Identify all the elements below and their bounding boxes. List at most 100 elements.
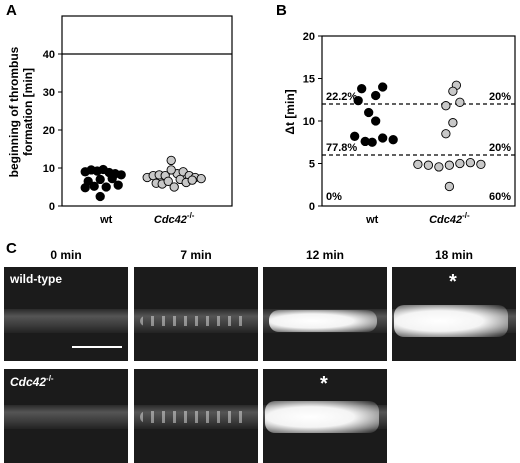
wt-data-point [101,182,111,192]
row-label: wild-type [10,272,62,286]
wt-percent-label: 0% [326,191,342,203]
cdc42-data-point [448,118,458,128]
vessel-band [4,309,128,333]
cdc42-data-point [444,160,455,170]
y-tick-label: 10 [43,163,55,175]
panel-letter-b: B [276,2,287,19]
asterisk-marker: * [449,271,457,293]
x-category-name: Cdc42 [154,214,187,226]
cdc42-data-point [196,173,206,184]
panel-letter-c: C [6,240,17,257]
y-tick-label: 20 [43,125,55,137]
y-tick-label: 5 [309,159,315,171]
time-label: 18 min [434,248,473,262]
cdc42-percent-label: 60% [489,191,511,203]
microscopy-tile [134,267,258,361]
time-label: 7 min [180,248,212,262]
wt-data-point [107,173,117,184]
wt-data-point [388,135,398,145]
thrombus-signal [140,316,248,326]
vessel-band [134,309,258,333]
cdc42-data-point [413,159,423,170]
cdc42-data-point [163,176,173,186]
cdc42-percent-label: 20% [489,91,511,103]
cdc42-data-point [441,101,451,111]
x-category-superscript: -/- [462,211,470,220]
wt-data-point [371,90,381,101]
chart-b-ylabel: Δt [min] [283,89,297,134]
chart-a-ylabel-line2: formation [min] [21,68,35,156]
x-category-label: Cdc42-/- [154,211,195,226]
microscopy-tile [134,369,258,463]
row-label-text: wild-type [10,272,63,286]
x-category-name: Cdc42 [429,214,462,226]
vessel-band [4,405,128,429]
cdc42-data-point [434,162,444,172]
cdc42-data-point [455,158,465,169]
wt-data-point [350,131,360,141]
y-tick-label: 20 [303,31,315,43]
vessel-band [134,405,258,429]
row-label-superscript: -/- [46,374,54,383]
cdc42-data-point [455,97,465,107]
thrombus-signal [394,305,508,337]
cdc42-data-point [423,160,434,170]
y-tick-label: 15 [303,74,315,86]
y-tick-label: 0 [49,201,55,213]
x-category-label: Cdc42-/- [429,211,470,226]
cdc42-data-point [166,165,176,175]
cdc42-data-point [448,86,458,96]
wt-data-point [80,183,90,193]
chart-a-ylabel-line1: beginning of thrombus [7,46,21,177]
wt-data-point [360,136,370,147]
wt-data-point [378,133,388,143]
cdc42-data-point [465,157,476,168]
cdc42-data-point [476,159,486,170]
cdc42-data-point [169,182,179,192]
microscopy-tile: Cdc42-/- [4,369,128,463]
plot-frame [61,15,233,207]
chart-b: Δt [min] 0 5 10 15 20 wt Cdc42-/- 22.2% 77.8% 0% 2… [283,31,516,226]
x-category-superscript: -/- [187,211,195,220]
cdc42-data-point [187,175,197,185]
thrombus-signal [265,401,379,433]
scale-bar [72,346,122,348]
microscopy-tile: * [392,267,516,361]
thrombus-signal [140,411,248,423]
asterisk-marker: * [320,373,328,395]
wt-data-point [95,191,105,202]
row-label-text: Cdc42 [10,375,47,389]
wt-data-point [89,181,99,191]
microscopy-tile: * [263,369,387,463]
row-label: Cdc42-/- [10,374,54,389]
wt-data-point [357,84,367,94]
cdc42-percent-label: 20% [489,142,511,154]
time-label: 0 min [50,248,82,262]
y-tick-label: 10 [303,116,315,128]
chart-a-plot-area: 0 10 20 30 40 wt Cdc42-/- [43,15,233,226]
wt-data-point [371,116,381,126]
plot-frame [321,35,516,207]
wt-data-point [113,180,123,190]
wt-data-point [378,82,388,92]
x-category-label: wt [99,214,113,226]
cdc42-data-point [444,181,455,192]
wt-percent-label: 22.2% [326,91,357,103]
wt-data-point [95,174,105,185]
wt-data-point [353,95,363,106]
y-tick-label: 40 [43,49,55,61]
wt-data-point [364,107,374,118]
panel-letter-a: A [6,2,17,19]
chart-a: beginning of thrombus formation [min] 0 1… [7,15,233,226]
wt-data-point [116,170,126,180]
y-tick-label: 0 [309,201,315,213]
x-category-name: wt [365,214,379,226]
time-label: 12 min [305,248,344,262]
chart-b-plot-area: 0 5 10 15 20 wt Cdc42-/- 22.2% 77.8% 0% 20% 20% 60% [303,31,516,226]
cdc42-data-point [166,155,176,166]
x-category-name: wt [99,214,113,226]
thrombus-signal [269,310,377,332]
cdc42-data-point [441,129,451,139]
x-category-label: wt [365,214,379,226]
wt-percent-label: 77.8% [326,142,357,154]
